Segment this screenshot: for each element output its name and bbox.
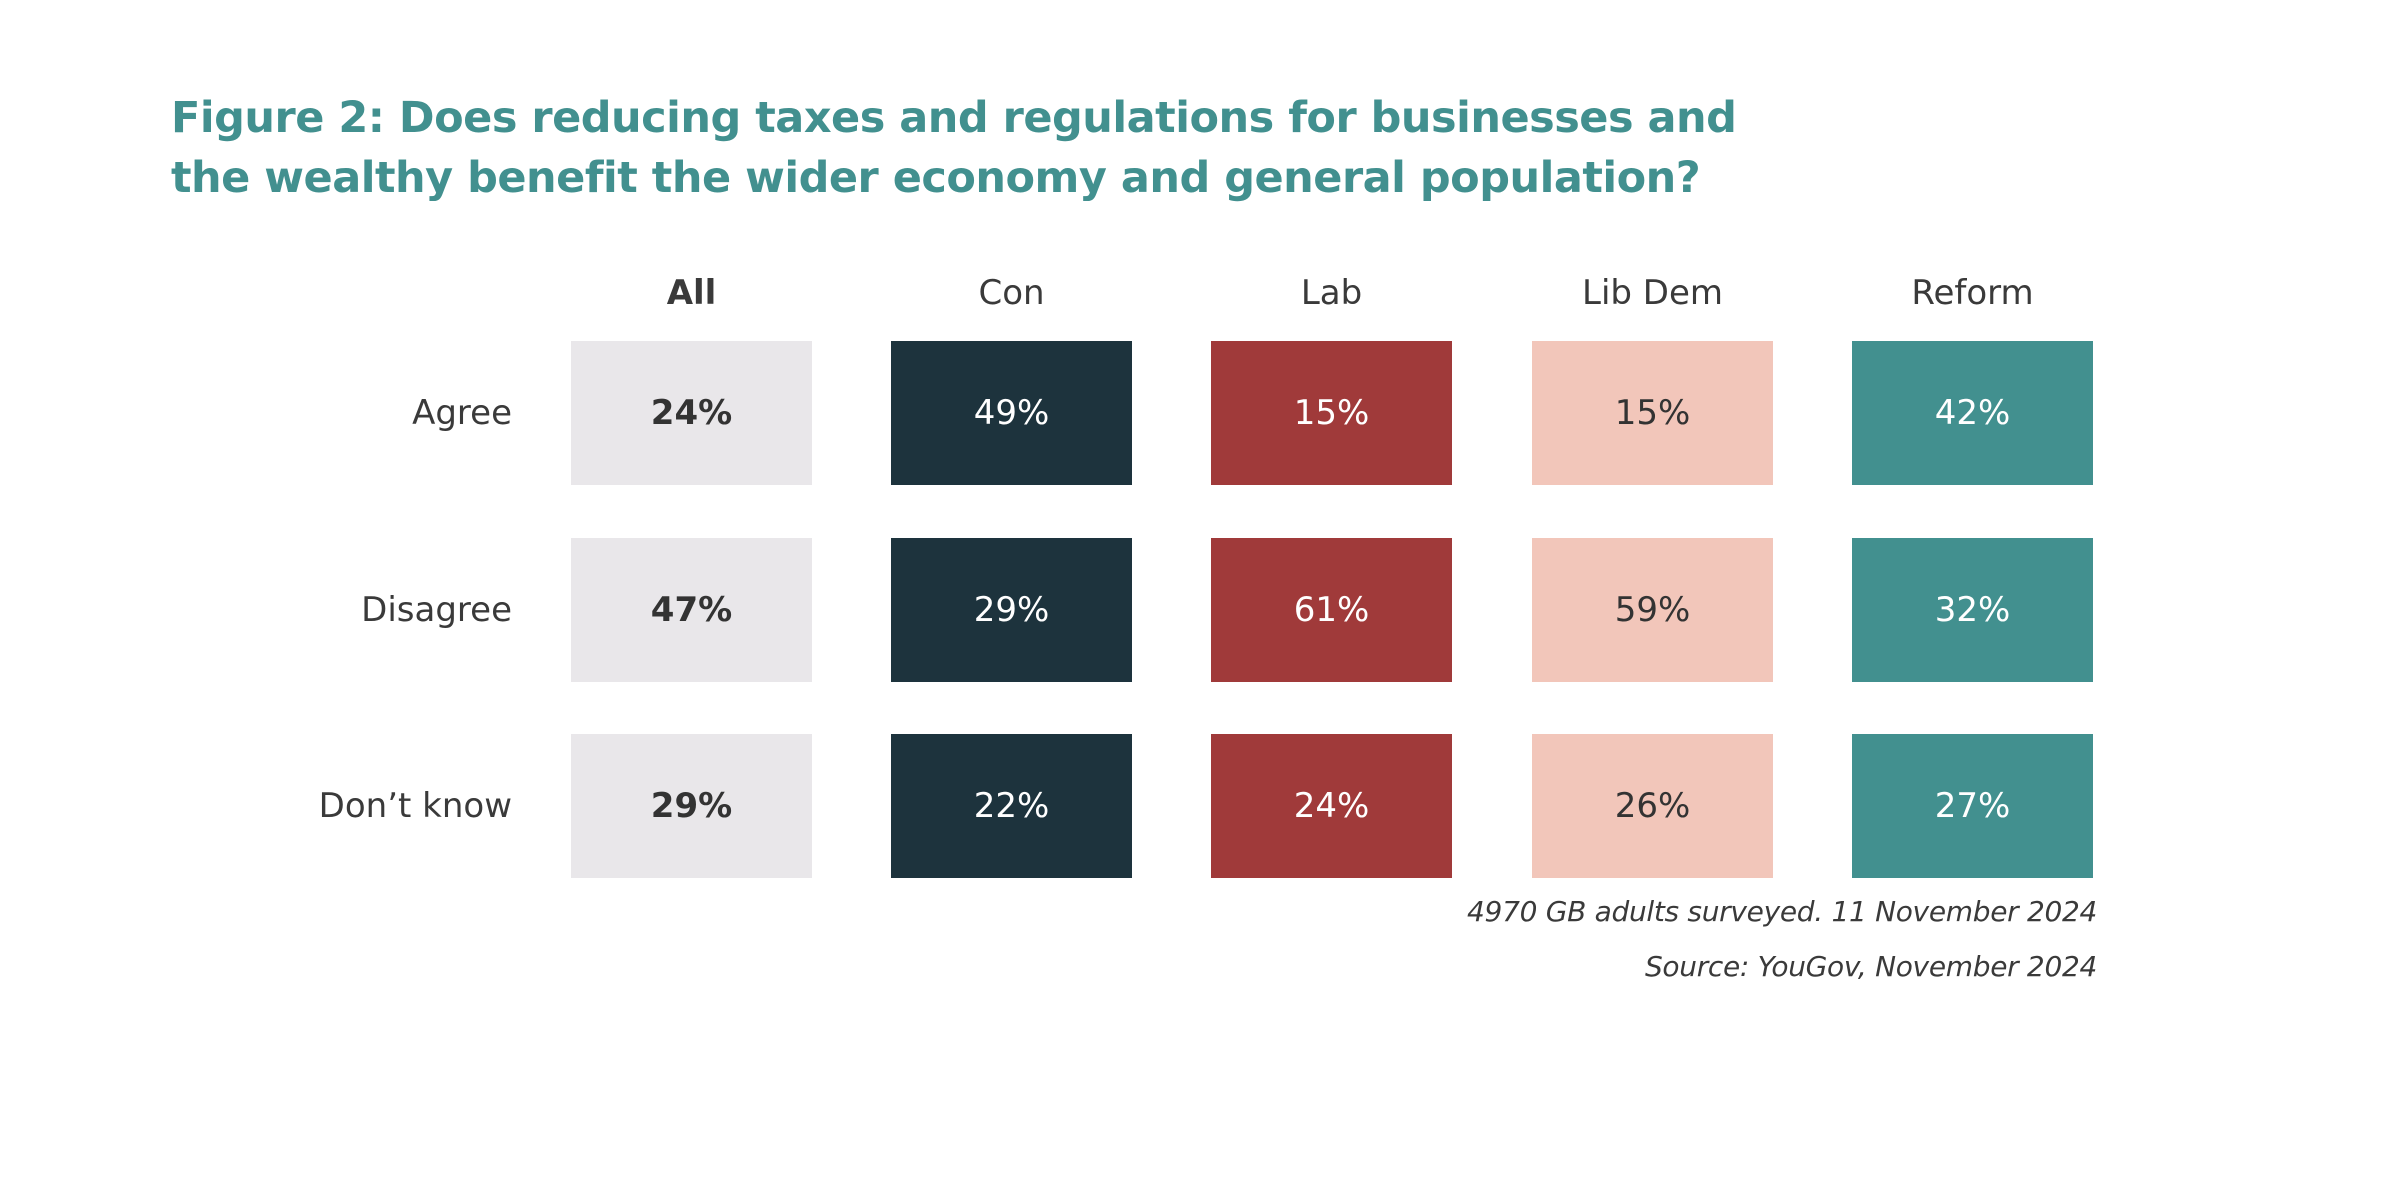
sample-note: 4970 GB adults surveyed. 11 November 202…: [1467, 895, 2097, 928]
column-header-all: All: [667, 273, 717, 313]
cell: [1532, 734, 1773, 878]
cell-value: 32%: [1935, 590, 2011, 630]
chart-title-line-1: Figure 2: Does reducing taxes and regula…: [171, 93, 1737, 143]
column-header-con: Con: [978, 273, 1044, 313]
cell-value: 47%: [651, 590, 732, 630]
cell: [571, 538, 812, 682]
cell: [1211, 538, 1452, 682]
cell: [891, 538, 1132, 682]
cell-value: 29%: [974, 590, 1050, 630]
cell-value: 22%: [974, 786, 1050, 826]
cell: [1211, 341, 1452, 485]
chart-title: Figure 2: Does reducing taxes and regula…: [171, 88, 1771, 208]
cell-value: 42%: [1935, 393, 2011, 433]
cell-value: 15%: [1615, 393, 1691, 433]
cell-value: 49%: [974, 393, 1050, 433]
cell: [1532, 538, 1773, 682]
cell: [1211, 734, 1452, 878]
cell: [1852, 538, 2093, 682]
column-header-reform: Reform: [1911, 273, 2033, 313]
cell: [891, 734, 1132, 878]
source-note: Source: YouGov, November 2024: [1644, 950, 2097, 983]
cell: [1852, 341, 2093, 485]
cell: [1852, 734, 2093, 878]
cell-value: 15%: [1294, 393, 1370, 433]
row-label: Don’t know: [319, 786, 512, 826]
column-header-lib-dem: Lib Dem: [1582, 273, 1723, 313]
cell-value: 27%: [1935, 786, 2011, 826]
cell: [571, 734, 812, 878]
cell: [891, 341, 1132, 485]
chart-title-line-2: the wealthy benefit the wider economy an…: [171, 153, 1701, 203]
column-header-lab: Lab: [1301, 273, 1362, 313]
cell-value: 61%: [1294, 590, 1370, 630]
row-label: Disagree: [361, 590, 512, 630]
cell: [1532, 341, 1773, 485]
cell-value: 24%: [1294, 786, 1370, 826]
cell: [571, 341, 812, 485]
cell-value: 59%: [1615, 590, 1691, 630]
cell-value: 24%: [651, 393, 732, 433]
cell-value: 29%: [651, 786, 732, 826]
cell-value: 26%: [1615, 786, 1691, 826]
row-label: Agree: [412, 393, 512, 433]
